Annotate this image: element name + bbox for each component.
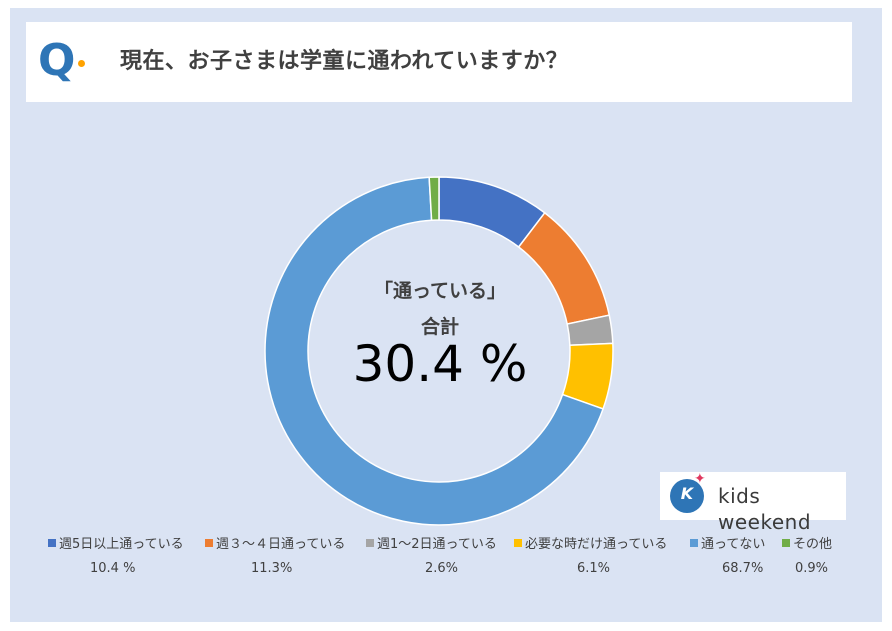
legend-item-as-needed: 必要な時だけ通っている xyxy=(514,536,667,554)
legend-value-5days: 10.4 % xyxy=(90,561,136,576)
donut-slice-other xyxy=(428,176,440,222)
legend-label: 必要な時だけ通っている xyxy=(525,537,668,552)
legend-swatch xyxy=(366,539,374,547)
logo-text: kids weekend xyxy=(718,484,812,534)
question-letter: Q xyxy=(38,35,76,86)
legend-item-other: その他 xyxy=(782,536,832,554)
legend-swatch xyxy=(782,539,790,547)
donut-slice-not-attending xyxy=(264,176,605,526)
legend-value-1-2days: 2.6% xyxy=(425,561,459,576)
legend-item-3-4days: 週３～４日通っている xyxy=(205,536,345,554)
legend-item-5days: 週5日以上通っている xyxy=(48,536,184,554)
question-dot-icon xyxy=(78,60,85,67)
legend-item-1-2days: 週1～2日通っている xyxy=(366,536,497,554)
legend-swatch xyxy=(514,539,522,547)
legend-value-as-needed: 6.1% xyxy=(577,561,611,576)
question-bar: Q 現在、お子さまは学童に通われていますか？ xyxy=(26,22,852,102)
logo-badge-icon: K xyxy=(670,479,704,513)
legend-label: 週３～４日通っている xyxy=(216,537,346,552)
question-text: 現在、お子さまは学童に通われていますか？ xyxy=(120,49,569,74)
legend-label: その他 xyxy=(793,537,833,552)
legend-swatch xyxy=(205,539,213,547)
center-total-value: 30.4 % xyxy=(352,335,528,393)
legend-value-other: 0.9% xyxy=(795,561,829,576)
legend-swatch xyxy=(690,539,698,547)
legend-label: 通ってない xyxy=(701,537,766,552)
legend-item-not-attending: 通ってない xyxy=(690,536,765,554)
sparkle-icon: ✦ xyxy=(694,471,706,487)
legend-value-not-attending: 68.7% xyxy=(722,561,764,576)
logo-badge-letter: K xyxy=(680,484,694,503)
kids-weekend-logo: K ✦ kids weekend xyxy=(660,471,846,534)
legend-value-3-4days: 11.3% xyxy=(251,561,293,576)
center-label-line1: 「通っている」 xyxy=(373,280,507,302)
center-label-line2: 合計 xyxy=(420,316,459,338)
legend-label: 週1～2日通っている xyxy=(377,537,497,552)
donut-slice-3-4days xyxy=(517,211,611,325)
legend-swatch xyxy=(48,539,56,547)
legend-label: 週5日以上通っている xyxy=(59,537,184,552)
